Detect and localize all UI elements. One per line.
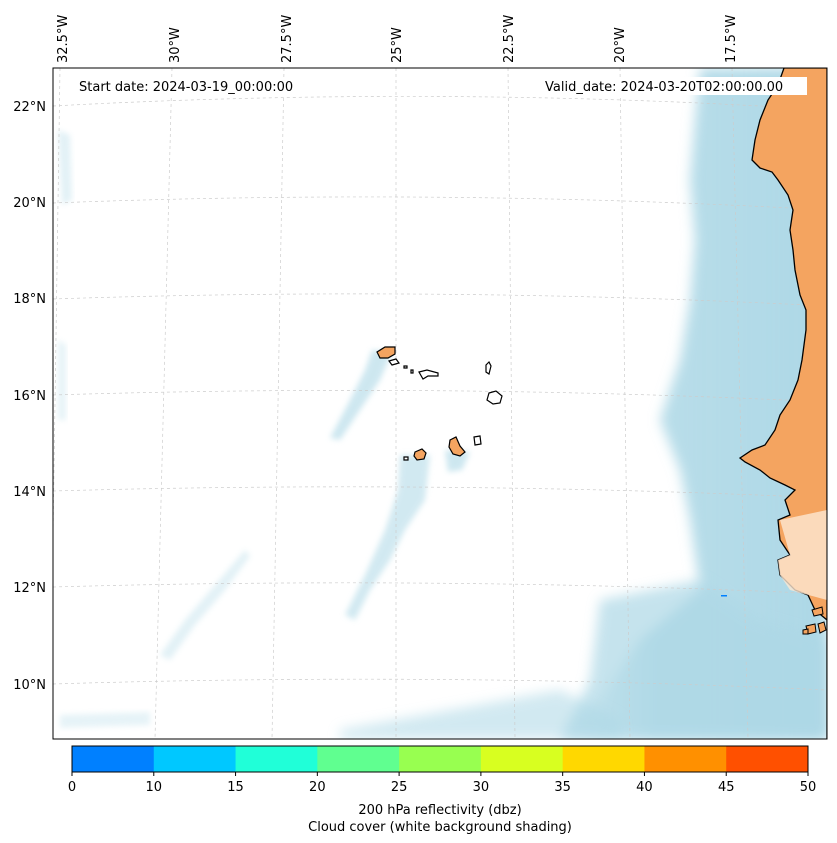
colorbar-tick-label: 25: [391, 780, 408, 795]
colorbar-swatch: [317, 746, 400, 772]
colorbar-swatch: [562, 746, 645, 772]
lon-label: 20°W: [613, 27, 628, 63]
colorbar-swatch: [726, 746, 809, 772]
fogo-island: [413, 448, 427, 461]
colorbar-label-line2: Cloud cover (white background shading): [308, 820, 572, 835]
colorbar-tick-label: 35: [554, 780, 571, 795]
colorbar-tick-label: 0: [68, 780, 76, 795]
lon-label: 32.5°W: [56, 15, 71, 63]
longitude-labels: 32.5°W 30°W 27.5°W 25°W 22.5°W 20°W 17.5…: [56, 15, 739, 63]
santo-antao-island: [376, 346, 396, 359]
colorbar-tick-label: 45: [718, 780, 735, 795]
lon-label: 17.5°W: [724, 15, 739, 63]
colorbar-swatch: [644, 746, 727, 772]
lat-label: 18°N: [13, 292, 46, 307]
colorbar-swatches: [72, 746, 809, 772]
sao-nicolau-island: [418, 369, 439, 380]
boa-vista-island: [486, 390, 503, 405]
sao-vicente-island: [387, 358, 401, 366]
colorbar-tick-label: 50: [800, 780, 817, 795]
colorbar-swatch: [235, 746, 318, 772]
valid-date-text: Valid_date: 2024-03-20T02:00:00.00: [545, 80, 783, 95]
colorbar-swatch: [480, 746, 564, 772]
colorbar-tick-label: 20: [309, 780, 326, 795]
cloud-plume-north: [330, 350, 392, 440]
cloud-cover: [58, 68, 827, 739]
gridlines: [53, 68, 827, 739]
lat-label: 14°N: [13, 485, 46, 500]
coastal-cloud-band: [560, 68, 827, 739]
cape-verde-islands: [376, 346, 503, 461]
cloud-streak-west: [160, 550, 250, 660]
colorbar-swatch: [399, 746, 482, 772]
brava-island: [403, 456, 409, 461]
lon-label: 22.5°W: [502, 15, 517, 63]
start-date-box: Start date: 2024-03-19_00:00:00: [72, 77, 312, 95]
latitude-labels: 22°N 20°N 18°N 16°N 14°N 12°N 10°N: [13, 100, 46, 693]
reflectivity-echo: [721, 595, 727, 597]
valid-date-box: Valid_date: 2024-03-20T02:00:00.00: [539, 77, 807, 95]
africa-coast: [738, 68, 827, 739]
lat-label: 10°N: [13, 678, 46, 693]
colorbar-ticks: 0 10 15 20 25 30 35 40 45 50: [68, 772, 816, 795]
colorbar-swatch: [72, 746, 155, 772]
bissagos-islands: [802, 606, 827, 635]
colorbar-tick-label: 30: [473, 780, 490, 795]
lon-label: 27.5°W: [280, 15, 295, 63]
lat-label: 16°N: [13, 389, 46, 404]
colorbar: 0 10 15 20 25 30 35 40 45 50 200 hPa reflectivity…: [68, 745, 816, 835]
map-area: [52, 67, 828, 740]
lat-label: 12°N: [13, 581, 46, 596]
lon-label: 25°W: [390, 27, 405, 63]
colorbar-tick-label: 40: [636, 780, 653, 795]
sal-island: [485, 360, 492, 375]
colorbar-swatch: [153, 746, 237, 772]
colorbar-tick-label: 15: [227, 780, 244, 795]
lat-label: 22°N: [13, 100, 46, 115]
santiago-island: [448, 436, 466, 457]
lon-label: 30°W: [168, 27, 183, 63]
colorbar-label-line1: 200 hPa reflectivity (dbz): [358, 803, 521, 818]
maio-island: [473, 435, 482, 446]
cloud-plume-south: [345, 455, 430, 620]
colorbar-tick-label: 10: [146, 780, 163, 795]
start-date-text: Start date: 2024-03-19_00:00:00: [79, 80, 293, 95]
lat-label: 20°N: [13, 196, 46, 211]
